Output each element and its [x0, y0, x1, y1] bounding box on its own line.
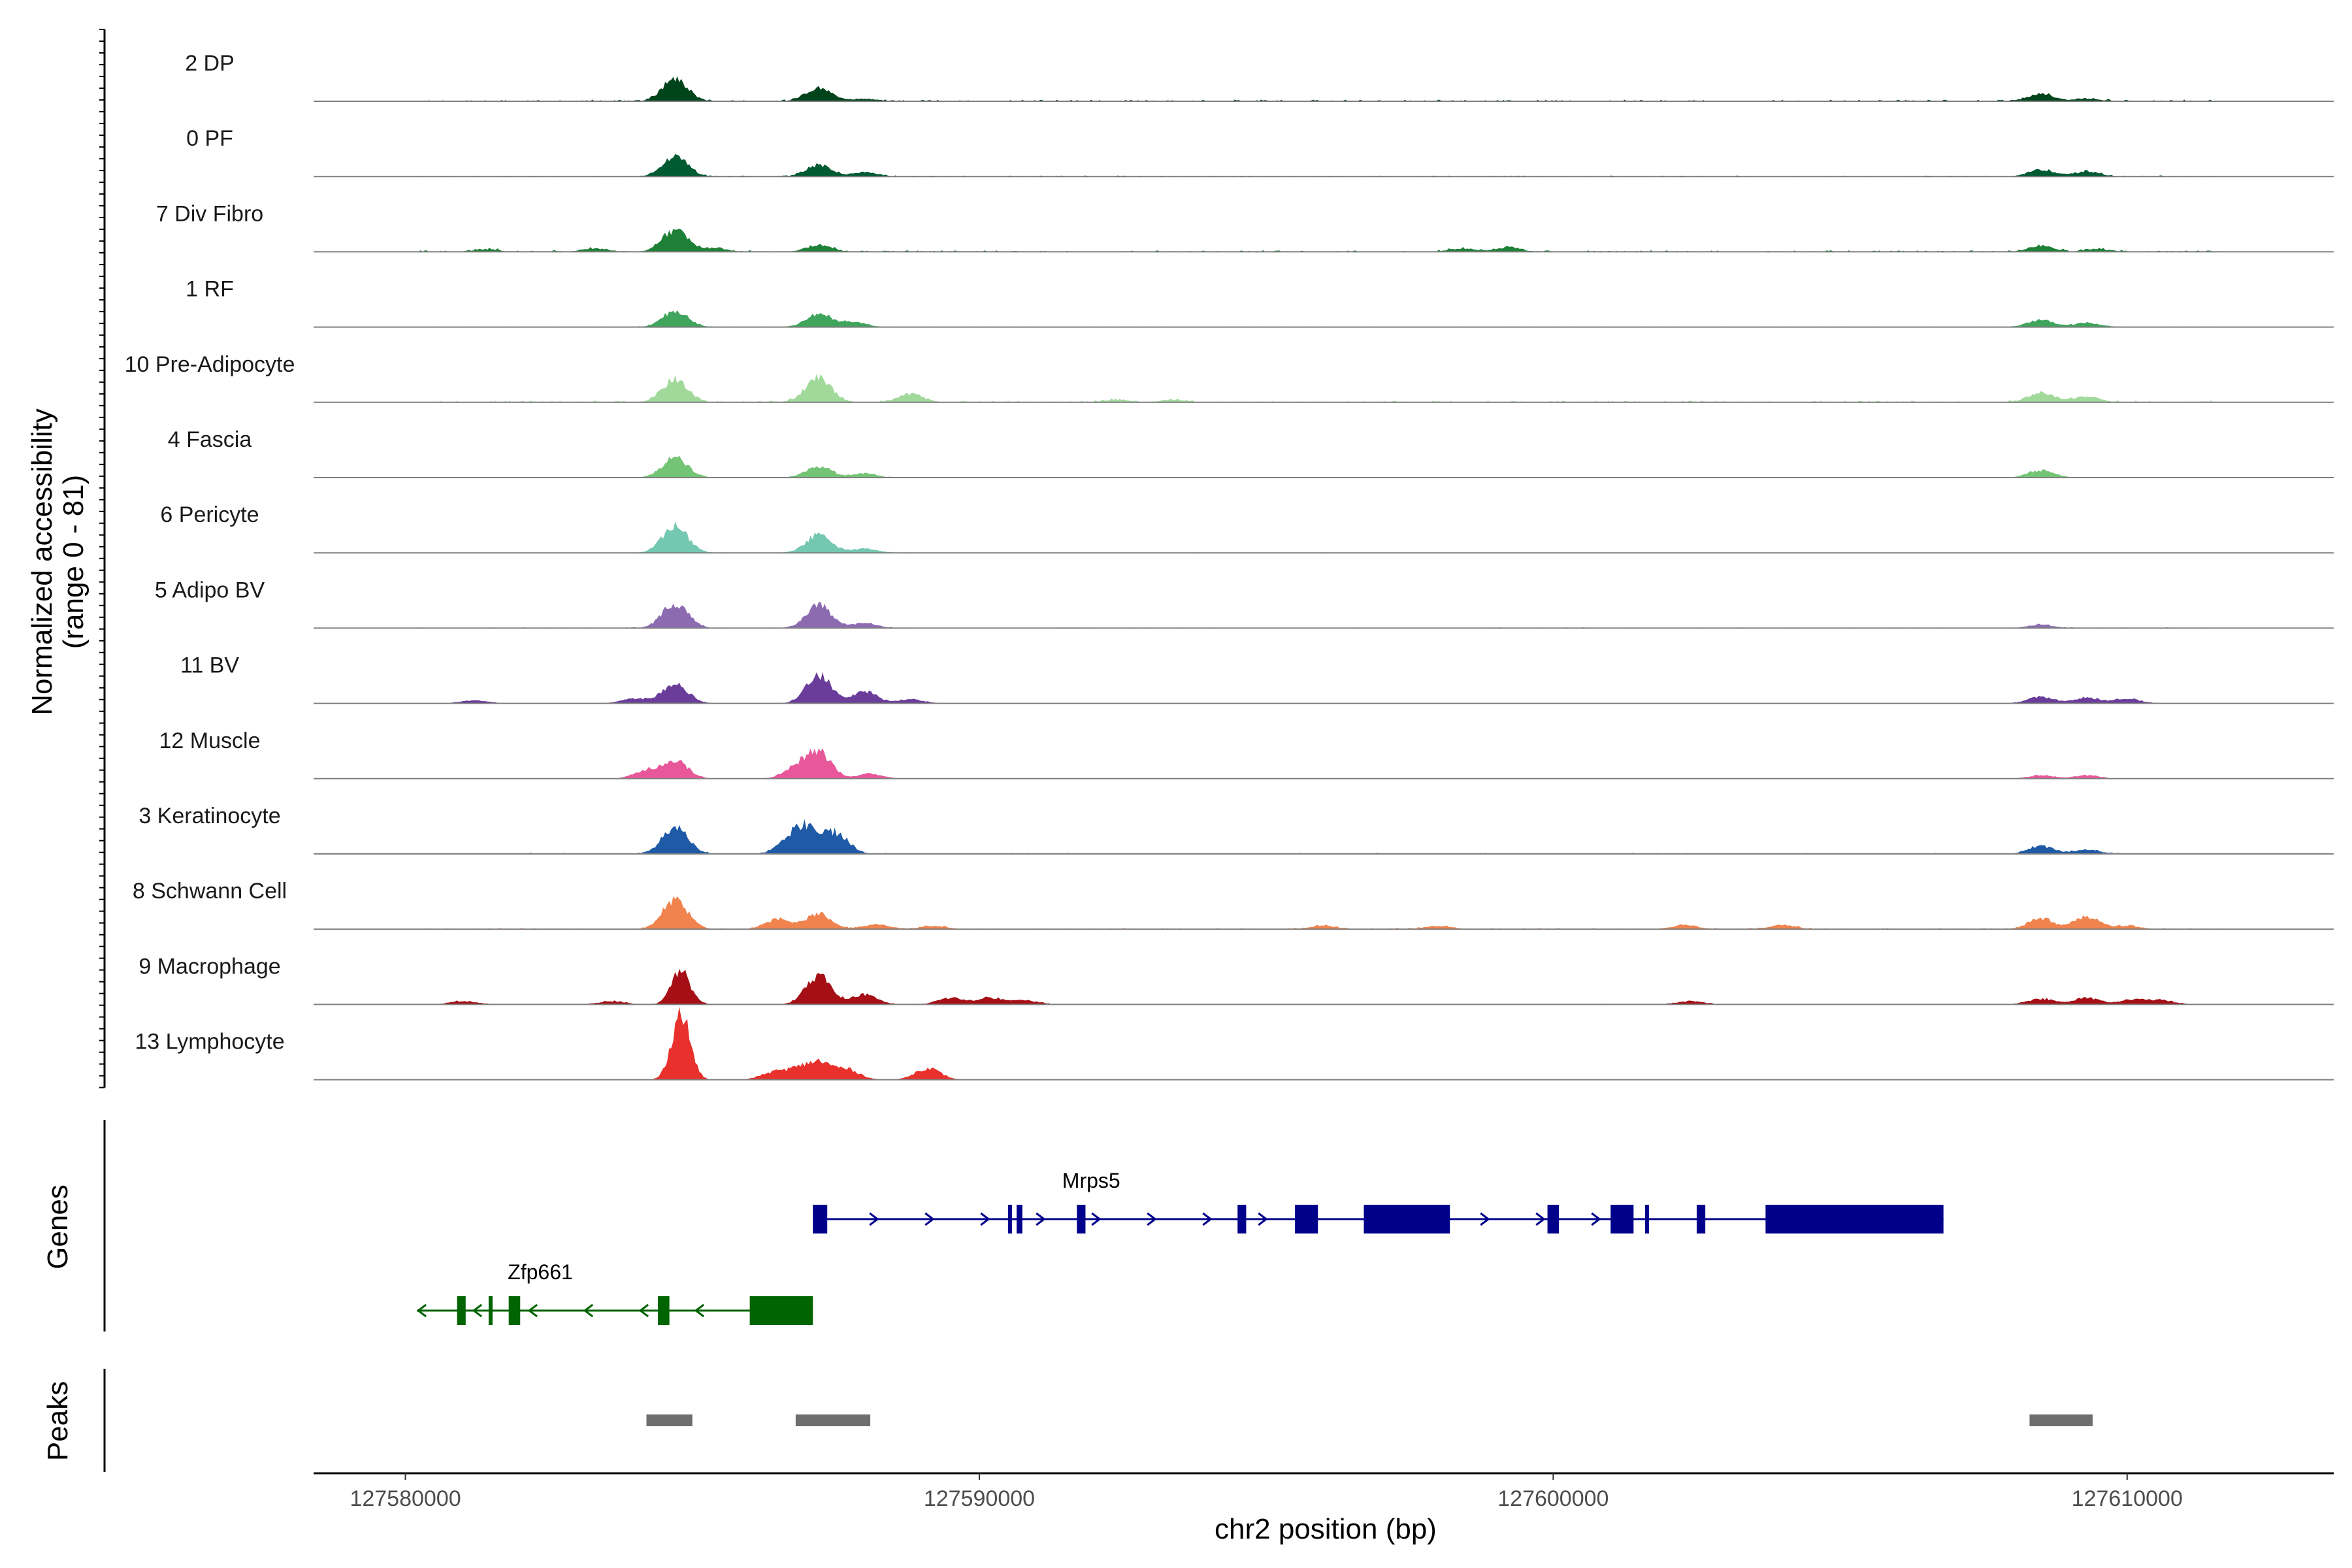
exon [1765, 1205, 1944, 1233]
coverage-area [314, 228, 2334, 252]
track-4: 1 RF [186, 277, 2334, 328]
strand-arrow [869, 1212, 879, 1226]
exon [1017, 1205, 1022, 1233]
track-label: 3 Keratinocyte [139, 804, 280, 828]
track-label: 12 Muscle [159, 728, 261, 753]
gene-mrps5: Mrps5 [813, 1169, 1944, 1233]
track-label: 7 Div Fibro [156, 201, 263, 226]
exon [1077, 1205, 1086, 1233]
exon [457, 1296, 466, 1325]
gene-zfp661: Zfp661 [416, 1260, 813, 1325]
track-2: 0 PF [186, 126, 2334, 178]
exon [488, 1296, 493, 1325]
strand-arrow [1036, 1212, 1046, 1226]
exon [1007, 1205, 1012, 1233]
y-axis [99, 29, 106, 1472]
exon [1364, 1205, 1450, 1233]
coverage-area [314, 310, 2334, 327]
peak-region [795, 1414, 871, 1426]
peak-region [2029, 1414, 2093, 1426]
strand-arrow [1258, 1212, 1268, 1226]
coverage-area [314, 154, 2334, 177]
peaks-panel-label: Peaks [42, 1381, 74, 1461]
track-7: 6 Pericyte [160, 502, 2334, 554]
coverage-area [314, 76, 2334, 101]
strand-arrow [924, 1212, 935, 1226]
track-10: 12 Muscle [159, 728, 2334, 779]
coverage-area [314, 896, 2334, 930]
coverage-area [314, 602, 2334, 629]
strand-arrow [1202, 1212, 1213, 1226]
exon [1547, 1205, 1560, 1233]
track-label: 10 Pre-Adipocyte [125, 352, 295, 377]
coverage-area [314, 1006, 2334, 1080]
track-label: 8 Schwann Cell [133, 879, 287, 904]
track-label: 1 RF [186, 277, 234, 302]
track-1: 2 DP [185, 51, 2334, 102]
track-label: 2 DP [185, 51, 235, 76]
strand-arrow [638, 1303, 649, 1318]
strand-arrow [416, 1303, 427, 1318]
track-11: 3 Keratinocyte [139, 804, 2334, 855]
coverage-area [314, 521, 2334, 553]
x-tick-label: 127600000 [1497, 1486, 1609, 1511]
exon [658, 1296, 670, 1325]
strand-arrow [1480, 1212, 1490, 1226]
gene-label: Mrps5 [1062, 1169, 1120, 1192]
exon [1610, 1205, 1634, 1233]
track-label: 0 PF [186, 126, 233, 151]
exon [813, 1205, 828, 1233]
track-9: 11 BV [180, 653, 2334, 704]
exon [1644, 1205, 1649, 1233]
track-label: 5 Adipo BV [155, 578, 265, 602]
track-6: 4 Fascia [168, 427, 2334, 478]
gene-label: Zfp661 [508, 1260, 573, 1284]
track-8: 5 Adipo BV [155, 578, 2334, 629]
track-14: 13 Lymphocyte [135, 1006, 2334, 1081]
peak-region [646, 1414, 693, 1426]
strand-arrow [694, 1303, 705, 1318]
strand-arrow [527, 1303, 538, 1318]
genes-panel-label: Genes [42, 1184, 74, 1269]
coverage-area [314, 748, 2334, 779]
strand-arrow [1535, 1212, 1546, 1226]
x-tick-label: 127610000 [2072, 1486, 2183, 1511]
exon [1696, 1205, 1706, 1233]
track-label: 6 Pericyte [160, 502, 259, 527]
y-axis-title-line2: (range 0 - 81) [57, 475, 90, 649]
strand-arrow [1591, 1212, 1601, 1226]
coverage-area [314, 672, 2334, 704]
exon [1237, 1205, 1247, 1233]
gene-track: Mrps5 Zfp661 [416, 1169, 1944, 1325]
exon [1295, 1205, 1318, 1233]
peak-track [646, 1414, 2093, 1426]
track-5: 10 Pre-Adipocyte [125, 352, 2334, 403]
track-label: 11 BV [180, 653, 239, 678]
coverage-area [314, 819, 2334, 854]
coverage-area [314, 374, 2334, 402]
track-label: 13 Lymphocyte [135, 1030, 284, 1054]
track-13: 9 Macrophage [139, 954, 2334, 1005]
x-axis-title: chr2 position (bp) [1215, 1513, 1437, 1545]
coverage-area [314, 455, 2334, 478]
track-3: 7 Div Fibro [156, 201, 2334, 253]
strand-arrow [1147, 1212, 1157, 1226]
x-tick-label: 127590000 [924, 1486, 1035, 1511]
strand-arrow [1091, 1212, 1102, 1226]
coverage-area [314, 968, 2334, 1005]
exon [749, 1296, 813, 1325]
strand-arrow [472, 1303, 483, 1318]
x-tick-label: 127580000 [350, 1486, 461, 1511]
track-12: 8 Schwann Cell [133, 879, 2334, 930]
strand-arrow [980, 1212, 990, 1226]
track-label: 9 Macrophage [139, 954, 280, 979]
strand-arrow [583, 1303, 594, 1318]
exon [508, 1296, 521, 1325]
coverage-tracks: 2 DP 0 PF 7 Div Fibro 1 RF 10 Pre-Adipocyte 4… [125, 51, 2334, 1081]
track-label: 4 Fascia [168, 427, 252, 452]
y-axis-title-line1: Normalized accessibility [26, 408, 58, 715]
x-axis: 127580000 127590000 127600000 127610000 [314, 1472, 2334, 1511]
